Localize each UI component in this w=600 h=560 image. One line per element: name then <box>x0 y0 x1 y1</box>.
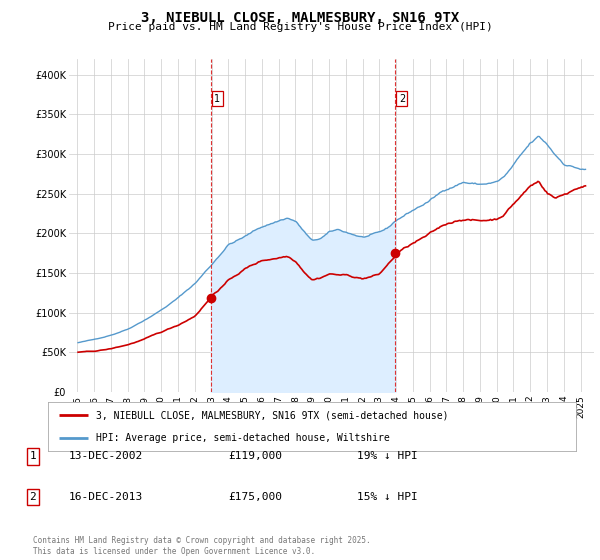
Text: Contains HM Land Registry data © Crown copyright and database right 2025.
This d: Contains HM Land Registry data © Crown c… <box>33 536 371 556</box>
Text: Price paid vs. HM Land Registry's House Price Index (HPI): Price paid vs. HM Land Registry's House … <box>107 22 493 32</box>
Text: 2: 2 <box>29 492 37 502</box>
Text: 16-DEC-2013: 16-DEC-2013 <box>69 492 143 502</box>
Text: 3, NIEBULL CLOSE, MALMESBURY, SN16 9TX: 3, NIEBULL CLOSE, MALMESBURY, SN16 9TX <box>141 11 459 25</box>
Text: £175,000: £175,000 <box>228 492 282 502</box>
Text: 3, NIEBULL CLOSE, MALMESBURY, SN16 9TX (semi-detached house): 3, NIEBULL CLOSE, MALMESBURY, SN16 9TX (… <box>95 410 448 421</box>
Text: 1: 1 <box>214 94 220 104</box>
Text: £119,000: £119,000 <box>228 451 282 461</box>
Text: 1: 1 <box>29 451 37 461</box>
Text: 2: 2 <box>399 94 405 104</box>
Text: HPI: Average price, semi-detached house, Wiltshire: HPI: Average price, semi-detached house,… <box>95 433 389 444</box>
Text: 19% ↓ HPI: 19% ↓ HPI <box>357 451 418 461</box>
Text: 15% ↓ HPI: 15% ↓ HPI <box>357 492 418 502</box>
Text: 13-DEC-2002: 13-DEC-2002 <box>69 451 143 461</box>
